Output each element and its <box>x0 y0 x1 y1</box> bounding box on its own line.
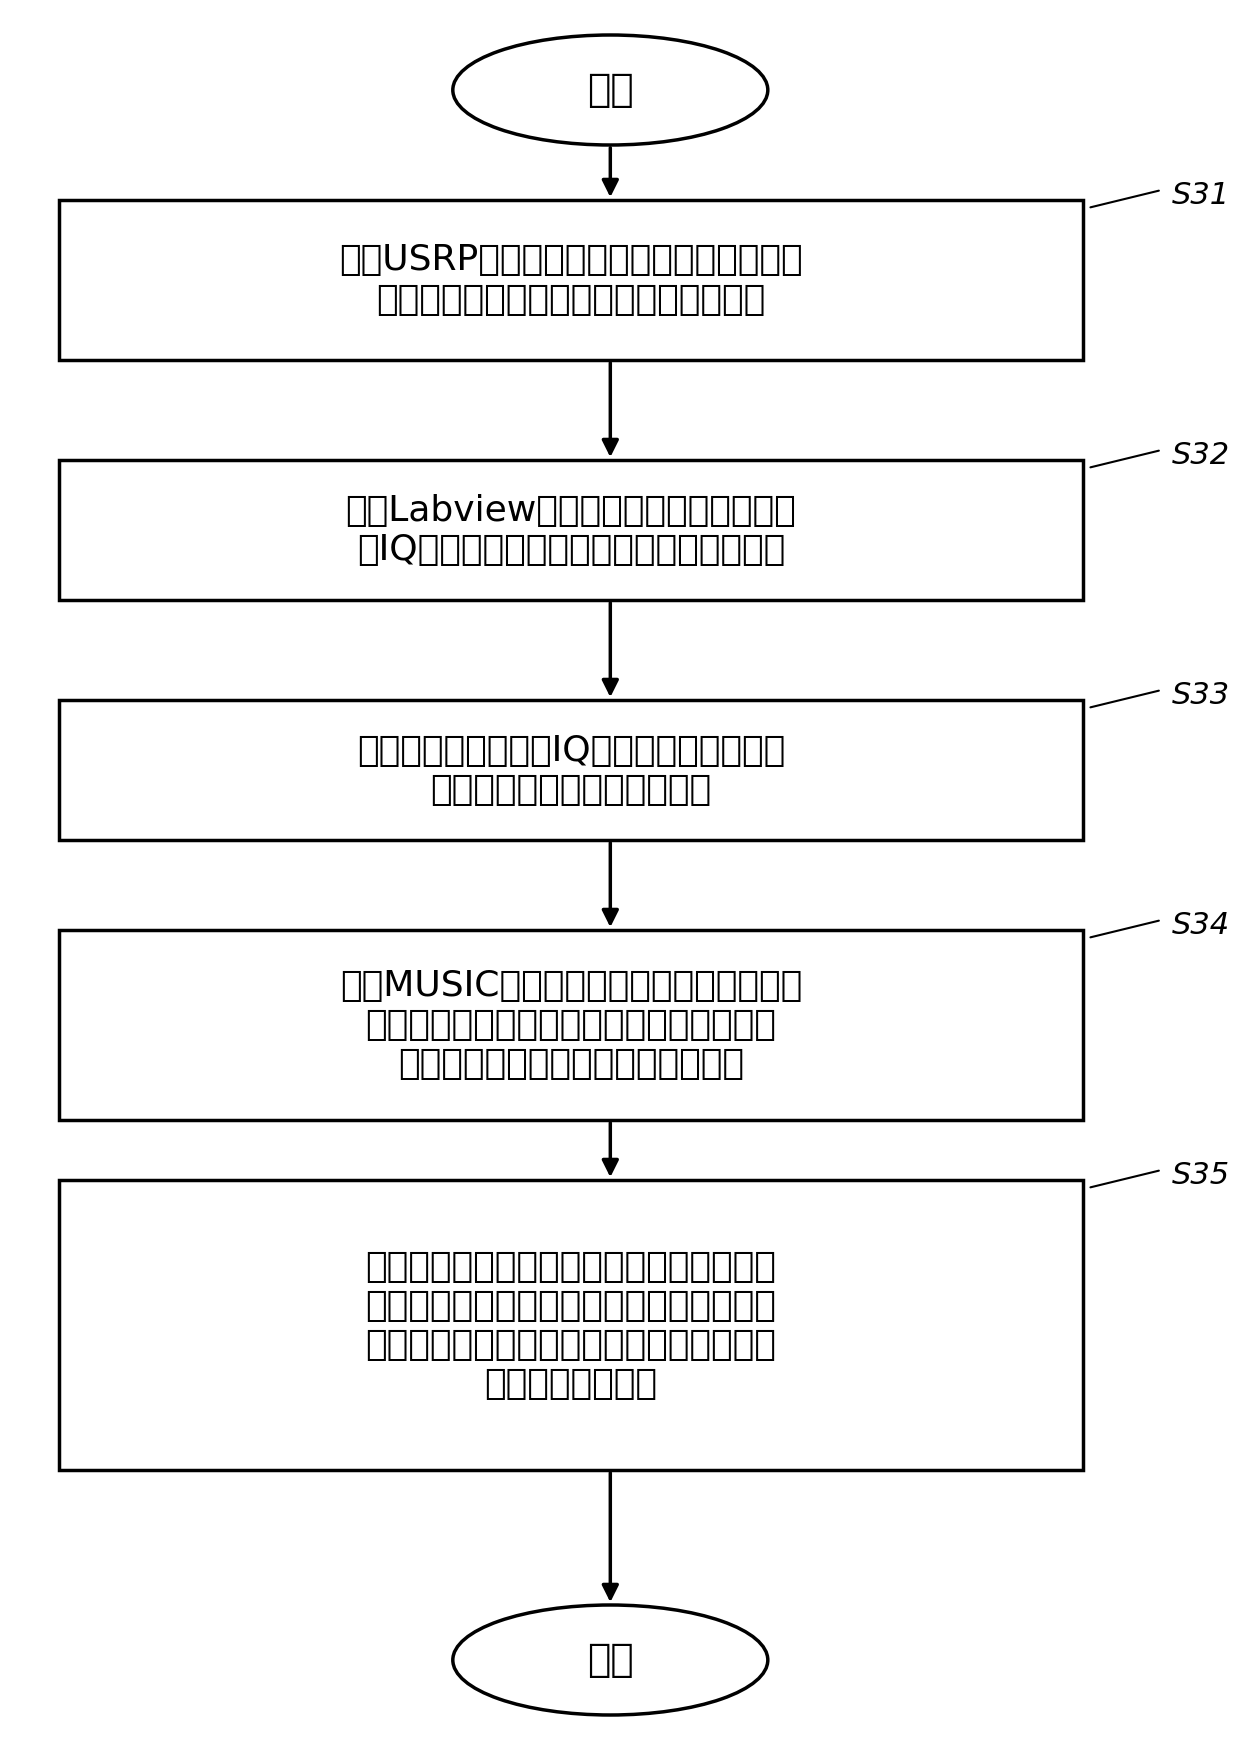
Text: S32: S32 <box>1172 441 1230 470</box>
Text: S33: S33 <box>1172 681 1230 709</box>
Text: 通过USRP设备从至少三个信号接收天线收集: 通过USRP设备从至少三个信号接收天线收集 <box>339 244 802 277</box>
Text: 号接收天线收集的无线电信号: 号接收天线收集的无线电信号 <box>430 772 712 807</box>
Bar <box>60 700 1083 840</box>
Bar <box>60 930 1083 1120</box>
Text: 端点且以计算出的对应角度绘制两射线，并: 端点且以计算出的对应角度绘制两射线，并 <box>366 1289 776 1322</box>
Text: 采集的无线电信号来计算两组信号接收天线: 采集的无线电信号来计算两组信号接收天线 <box>366 1009 776 1042</box>
Text: S35: S35 <box>1172 1160 1230 1190</box>
Text: 分别与无线电信号干扰源对应的角度: 分别与无线电信号干扰源对应的角度 <box>398 1047 744 1082</box>
Bar <box>60 200 1083 361</box>
Bar <box>60 460 1083 599</box>
Text: 利用Labview平台软件将三路无线电信号: 利用Labview平台软件将三路无线电信号 <box>346 493 796 528</box>
Text: 开始: 开始 <box>587 71 634 110</box>
Ellipse shape <box>453 1604 768 1716</box>
Bar <box>60 1179 1083 1470</box>
Text: 分别以两组信号接收天线之间的距离中点为: 分别以两组信号接收天线之间的距离中点为 <box>366 1249 776 1284</box>
Text: 将两条射线相交得到的交点作为无线电信号: 将两条射线相交得到的交点作为无线电信号 <box>366 1327 776 1362</box>
Text: S34: S34 <box>1172 911 1230 939</box>
Text: 使用MUSIC算法分别处理两组信号接收天线: 使用MUSIC算法分别处理两组信号接收天线 <box>340 969 802 1003</box>
Text: 以IQ调制数据的形式存储到计算机的缓存区: 以IQ调制数据的形式存储到计算机的缓存区 <box>357 533 785 566</box>
Text: 结束: 结束 <box>587 1641 634 1679</box>
Text: 从缓存区中读取三路IQ调制数据构成两组信: 从缓存区中读取三路IQ调制数据构成两组信 <box>357 733 785 768</box>
Ellipse shape <box>453 35 768 145</box>
Text: 无线电信号干扰源的至少三路无线电信号: 无线电信号干扰源的至少三路无线电信号 <box>376 282 765 317</box>
Text: S31: S31 <box>1172 181 1230 209</box>
Text: 干扰源的测定位置: 干扰源的测定位置 <box>485 1366 657 1401</box>
